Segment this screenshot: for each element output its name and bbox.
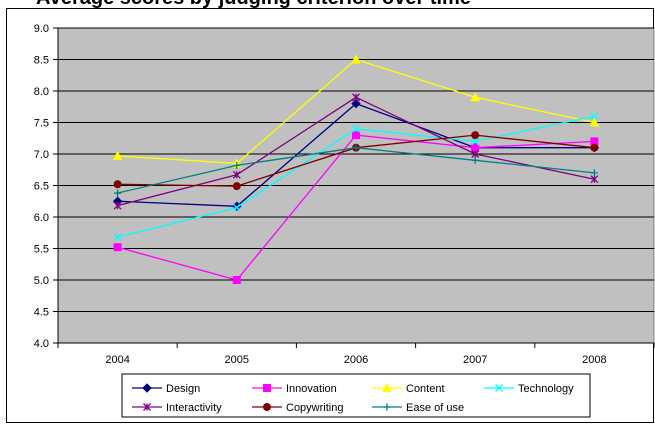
y-tick-label: 6.5 <box>34 181 49 193</box>
legend-marker-copywriting <box>263 403 271 411</box>
data-point-copywriting <box>590 143 599 152</box>
x-tick-label: 2005 <box>225 354 249 366</box>
data-point-design <box>351 98 361 109</box>
y-tick-label: 6.0 <box>34 212 49 224</box>
chart-title: Average scores by judging criterion over… <box>36 0 471 10</box>
data-point-technology <box>471 137 480 146</box>
data-point-ease-of-use <box>590 169 598 177</box>
legend-marker-design <box>142 383 152 393</box>
legend-label-design: Design <box>166 383 200 395</box>
legend-marker-technology <box>495 384 503 392</box>
y-tick-label: 5.5 <box>34 244 49 256</box>
y-tick-label: 8.0 <box>34 86 49 98</box>
data-point-copywriting <box>232 182 241 191</box>
data-point-content <box>112 150 123 160</box>
data-point-ease-of-use <box>352 144 360 152</box>
x-tick-label: 2008 <box>582 354 606 366</box>
data-point-content <box>589 117 600 127</box>
data-point-technology <box>113 233 122 242</box>
y-tick-label: 4.0 <box>34 338 49 350</box>
data-point-innovation <box>471 143 480 152</box>
data-point-interactivity <box>352 93 360 102</box>
data-point-interactivity <box>232 170 241 179</box>
data-point-innovation <box>352 131 360 140</box>
y-tick-label: 7.5 <box>34 118 49 130</box>
data-point-content <box>351 54 361 64</box>
y-tick-label: 7.0 <box>34 149 49 161</box>
data-point-ease-of-use <box>471 156 479 164</box>
data-point-interactivity <box>590 175 599 184</box>
data-point-interactivity <box>113 201 122 210</box>
x-tick-label: 2006 <box>344 354 368 366</box>
legend-label-interactivity: Interactivity <box>166 402 222 414</box>
chart-frame: Average scores by judging criterion over… <box>6 0 655 424</box>
legend-label-innovation: Innovation <box>286 383 337 395</box>
legend-marker-ease-of-use <box>383 403 391 411</box>
data-point-innovation <box>113 243 122 252</box>
legend-marker-content <box>382 382 392 392</box>
y-tick-label: 9.0 <box>34 23 49 35</box>
data-point-copywriting <box>113 180 122 189</box>
data-point-ease-of-use <box>233 161 241 169</box>
data-point-technology <box>232 203 241 212</box>
y-tick-label: 4.5 <box>34 307 49 319</box>
data-point-technology <box>590 112 599 121</box>
x-tick-label: 2004 <box>105 354 129 366</box>
line-chart: 4.0 4.5 5.0 5.5 6.0 6.5 7.0 7.5 8.0 8.5 9.0 2004 200… <box>6 8 655 423</box>
data-point-innovation <box>232 276 241 284</box>
legend-marker-interactivity <box>143 403 151 411</box>
legend <box>121 373 591 418</box>
data-point-interactivity <box>471 150 480 158</box>
legend-label-copywriting: Copywriting <box>286 402 343 414</box>
y-tick-label: 5.0 <box>34 275 49 287</box>
data-point-copywriting <box>471 131 480 140</box>
y-tick-label: 8.5 <box>34 55 49 67</box>
legend-label-ease-of-use: Ease of use <box>406 402 464 414</box>
data-point-ease-of-use <box>114 189 122 197</box>
data-point-technology <box>352 124 360 133</box>
data-point-content <box>470 92 481 102</box>
legend-label-content: Content <box>406 383 445 395</box>
legend-label-technology: Technology <box>518 383 574 395</box>
legend-marker-innovation <box>263 384 271 392</box>
x-tick-label: 2007 <box>463 354 487 366</box>
